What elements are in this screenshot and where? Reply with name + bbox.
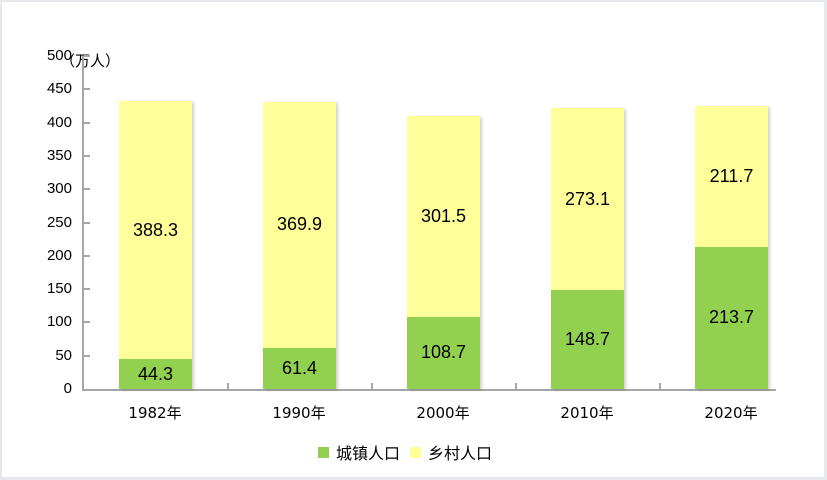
y-tick-label: 400 xyxy=(46,113,72,131)
y-tick-mark xyxy=(84,121,90,124)
y-tick-label: 150 xyxy=(46,280,72,298)
bar-1990年: 369.9 61.4 xyxy=(263,101,336,389)
bar-2020年: 211.7 213.7 xyxy=(695,105,768,389)
x-tick-label: 1982年 xyxy=(128,404,182,422)
y-tick-mark xyxy=(84,55,90,57)
y-tick-label: 200 xyxy=(46,246,72,264)
x-tick-mark xyxy=(659,383,661,389)
y-tick-mark xyxy=(84,88,90,91)
y-tick-mark xyxy=(84,188,90,191)
y-tick-label: 0 xyxy=(63,380,72,397)
urban-swatch-icon xyxy=(318,446,329,458)
y-tick-mark xyxy=(84,221,90,224)
x-axis-line xyxy=(82,389,776,391)
rural-segment: 211.7 xyxy=(695,105,768,247)
y-axis-line xyxy=(82,56,84,390)
urban-segment: 44.3 xyxy=(119,359,192,389)
x-tick-label: 1990年 xyxy=(272,404,326,422)
y-tick-label: 450 xyxy=(46,80,72,98)
y-tick-label: 500 xyxy=(46,47,72,64)
y-tick-mark xyxy=(84,254,90,257)
y-tick-label: 300 xyxy=(46,180,72,198)
y-tick-mark xyxy=(84,321,90,324)
x-tick-mark xyxy=(227,383,229,389)
x-tick-label: 2020年 xyxy=(704,404,758,422)
y-tick-label: 50 xyxy=(55,346,72,364)
y-tick-label: 100 xyxy=(46,313,72,331)
legend: 城镇人口 乡村人口 xyxy=(318,440,502,464)
legend-label-urban: 城镇人口 xyxy=(336,444,401,463)
legend-label-rural: 乡村人口 xyxy=(428,444,493,463)
urban-segment: 108.7 xyxy=(407,316,480,389)
rural-segment: 301.5 xyxy=(407,115,480,317)
bar-2010年: 273.1 148.7 xyxy=(551,108,624,389)
urban-segment: 213.7 xyxy=(695,246,768,389)
x-tick-mark xyxy=(515,383,517,389)
rural-segment: 388.3 xyxy=(119,100,192,360)
urban-segment: 61.4 xyxy=(263,348,336,389)
legend-item-urban: 城镇人口 xyxy=(318,440,400,464)
y-tick-mark xyxy=(84,154,90,157)
x-tick-mark xyxy=(371,383,373,389)
rural-segment: 369.9 xyxy=(263,101,336,349)
x-tick-label: 2000年 xyxy=(416,404,470,422)
y-tick-label: 250 xyxy=(46,213,72,231)
rural-segment: 273.1 xyxy=(551,108,624,290)
y-tick-mark xyxy=(84,288,90,291)
urban-segment: 148.7 xyxy=(551,289,624,389)
bar-2000年: 301.5 108.7 xyxy=(407,115,480,389)
legend-item-rural: 乡村人口 xyxy=(410,440,492,464)
y-tick-label: 350 xyxy=(46,146,72,164)
x-tick-label: 2010年 xyxy=(560,404,614,422)
rural-swatch-icon xyxy=(410,446,422,458)
y-axis-unit: （万人） xyxy=(60,52,121,70)
bar-1982年: 388.3 44.3 xyxy=(119,100,192,389)
y-tick-mark xyxy=(84,354,90,357)
